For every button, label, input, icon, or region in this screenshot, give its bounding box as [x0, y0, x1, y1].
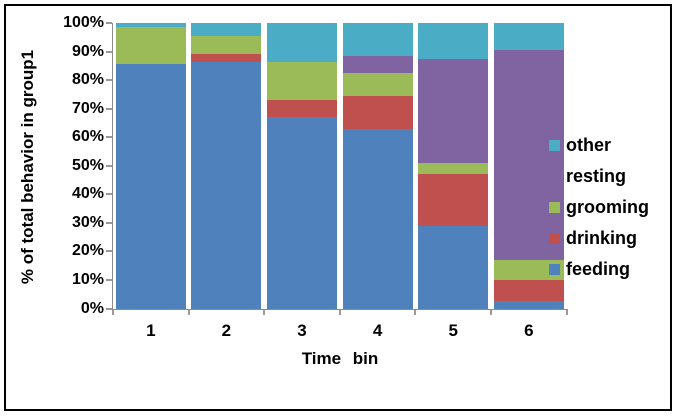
x-category-label: 6: [524, 321, 534, 340]
y-tick: [105, 136, 112, 139]
legend-entry-grooming[interactable]: grooming: [549, 196, 649, 218]
bar-timebin-4[interactable]: [342, 23, 413, 309]
x-axis-line: [111, 308, 569, 310]
legend-label-other: other: [566, 135, 611, 155]
bar-segment-grooming[interactable]: [493, 259, 564, 280]
bar-segment-grooming[interactable]: [267, 61, 337, 101]
bar-segment-other[interactable]: [115, 23, 186, 28]
y-tick: [105, 193, 112, 196]
y-tick-label: 60%: [71, 128, 104, 146]
y-tick: [105, 250, 112, 253]
bar-segment-grooming[interactable]: [115, 27, 186, 65]
y-tick: [105, 22, 112, 24]
bar-segment-other[interactable]: [418, 23, 489, 59]
legend-swatch-feeding-icon: [549, 263, 560, 275]
bar-segment-resting[interactable]: [342, 55, 413, 73]
bar-timebin-2[interactable]: [191, 23, 262, 309]
bar-segment-feeding[interactable]: [191, 61, 262, 309]
x-category-label: 1: [146, 321, 156, 340]
x-category-label: 2: [221, 321, 232, 340]
bar-timebin-1[interactable]: [115, 23, 186, 309]
x-tick: [490, 308, 492, 315]
bar-segment-drinking[interactable]: [493, 279, 564, 302]
y-tick-label: 20%: [71, 242, 104, 260]
legend-swatch-drinking-icon: [549, 232, 560, 244]
x-tick: [112, 308, 114, 315]
y-axis-title: % of total behavior in group1: [18, 49, 37, 285]
y-tick: [105, 307, 112, 310]
x-category-label: 5: [448, 321, 458, 340]
bar-segment-other[interactable]: [493, 23, 564, 51]
bar-segment-feeding[interactable]: [418, 225, 489, 309]
y-tick-label: 30%: [71, 213, 104, 231]
x-category-label: 3: [297, 321, 307, 340]
y-tick-label: 0%: [80, 299, 104, 317]
y-tick-label: 100%: [63, 14, 104, 31]
bar-segment-grooming[interactable]: [342, 72, 413, 96]
bar-segment-drinking[interactable]: [267, 100, 337, 118]
legend-entry-feeding[interactable]: feeding: [549, 258, 630, 280]
bar-segment-drinking[interactable]: [418, 174, 489, 226]
bar-segment-resting[interactable]: [493, 50, 564, 260]
bar-segment-grooming[interactable]: [191, 35, 262, 55]
legend-swatch-grooming-icon: [549, 201, 560, 213]
y-tick: [105, 79, 112, 82]
x-tick: [414, 308, 417, 315]
x-tick: [187, 308, 190, 315]
y-tick-label: 70%: [71, 99, 104, 117]
x-category-label: 4: [372, 321, 383, 340]
legend-label-feeding: feeding: [566, 259, 631, 279]
bar-timebin-6[interactable]: [493, 23, 564, 309]
bar-segment-feeding[interactable]: [493, 301, 564, 309]
bar-timebin-5[interactable]: [418, 23, 489, 309]
bar-segment-other[interactable]: [191, 23, 262, 36]
legend-swatch-resting-icon: [549, 170, 560, 182]
bar-segment-other[interactable]: [342, 23, 413, 56]
legend-entry-drinking[interactable]: drinking: [549, 227, 637, 249]
x-tick: [338, 308, 341, 315]
y-tick: [105, 164, 112, 167]
legend-label-grooming: grooming: [566, 197, 649, 217]
legend-label-resting: resting: [566, 166, 627, 186]
bar-segment-feeding[interactable]: [342, 128, 413, 309]
legend-entry-other[interactable]: other: [549, 134, 611, 156]
bar-segment-resting[interactable]: [418, 58, 489, 163]
y-tick: [105, 107, 112, 110]
bar-segment-feeding[interactable]: [115, 64, 186, 309]
legend-entry-resting[interactable]: resting: [549, 165, 626, 187]
y-tick: [105, 221, 112, 224]
bar-segment-feeding[interactable]: [267, 117, 337, 309]
x-tick: [263, 308, 266, 315]
y-tick-label: 10%: [71, 270, 104, 288]
y-tick-label: 90%: [71, 42, 104, 60]
legend-label-drinking: drinking: [566, 228, 637, 248]
bar-segment-grooming[interactable]: [418, 162, 489, 175]
y-tick-label: 50%: [71, 156, 104, 174]
y-tick: [105, 278, 112, 281]
bar-segment-drinking[interactable]: [342, 95, 413, 129]
y-tick: [105, 50, 112, 53]
bar-segment-drinking[interactable]: [191, 54, 262, 62]
y-tick-label: 40%: [71, 185, 104, 203]
x-axis-title: Time bin: [301, 349, 379, 368]
bar-segment-other[interactable]: [267, 23, 337, 62]
bar-timebin-3[interactable]: [267, 23, 337, 309]
x-tick: [565, 308, 568, 315]
y-tick-label: 80%: [71, 71, 104, 89]
y-axis-line: [111, 23, 113, 310]
chart-frame: [4, 4, 672, 411]
legend-swatch-other-icon: [549, 139, 560, 151]
